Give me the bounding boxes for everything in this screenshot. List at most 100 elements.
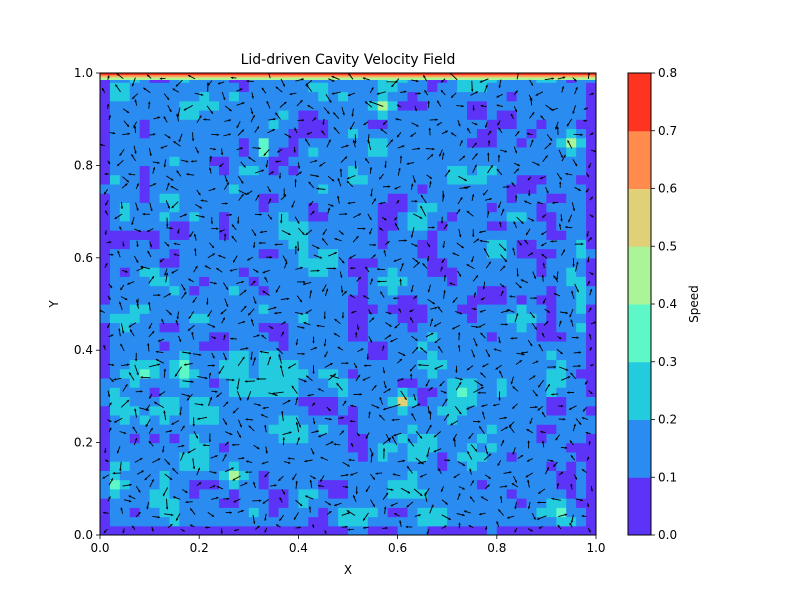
velocity-arrow-head — [453, 475, 457, 478]
velocity-arrow-head — [398, 167, 401, 171]
contour-cell — [308, 498, 319, 508]
contour-cell — [298, 220, 309, 231]
contour-cell — [159, 119, 171, 130]
contour-cell — [447, 350, 458, 361]
velocity-arrow-head — [288, 135, 292, 138]
contour-cell — [338, 183, 349, 194]
contour-cell — [169, 350, 180, 361]
contour-cell — [348, 387, 359, 397]
contour-cell — [476, 239, 488, 250]
velocity-arrow-head — [471, 194, 475, 197]
velocity-arrow-head — [551, 497, 554, 501]
contour-cell — [407, 525, 419, 535]
contour-cell — [427, 350, 438, 361]
contour-cell — [476, 470, 488, 481]
contour-cell — [387, 193, 399, 203]
contour-cell — [129, 498, 141, 508]
velocity-arrow-head — [421, 461, 424, 465]
contour-cell — [397, 267, 409, 277]
contour-cell — [476, 525, 488, 535]
contour-cell — [209, 82, 220, 93]
velocity-arrow-head — [134, 438, 138, 441]
contour-cell — [556, 414, 567, 425]
contour-cell — [129, 137, 141, 148]
x-tick-label: 0.2 — [190, 541, 209, 555]
contour-cell — [268, 350, 280, 361]
velocity-arrow-head — [276, 524, 279, 527]
velocity-arrow-head — [277, 150, 280, 153]
contour-cell — [576, 165, 587, 176]
contour-cell — [357, 128, 369, 139]
contour-cell — [457, 331, 468, 342]
contour-cell — [318, 461, 329, 471]
contour-cell — [516, 470, 528, 481]
contour-cell — [298, 239, 309, 250]
velocity-arrow-head — [580, 498, 583, 502]
velocity-arrow-head — [202, 444, 206, 447]
velocity-arrow-head — [278, 354, 281, 357]
contour-cell — [447, 470, 458, 481]
contour-cell — [417, 156, 428, 166]
contour-cell — [199, 377, 210, 388]
velocity-arrow-head — [514, 150, 517, 154]
contour-cell — [248, 313, 260, 324]
contour-cell — [387, 442, 399, 453]
contour-cell — [357, 257, 369, 268]
contour-cell — [496, 211, 508, 222]
contour-cell — [338, 377, 349, 388]
velocity-arrow-head — [415, 244, 418, 247]
velocity-arrow-head — [535, 405, 538, 409]
contour-cell — [496, 359, 508, 370]
contour-cell — [139, 202, 151, 213]
velocity-arrow-head — [324, 354, 327, 358]
contour-cell — [506, 91, 518, 102]
contour-cell — [238, 82, 250, 93]
contour-cell — [328, 498, 339, 508]
velocity-arrow-head — [330, 363, 333, 366]
contour-cell — [496, 220, 508, 231]
contour-cell — [149, 193, 161, 203]
contour-cell — [159, 128, 171, 139]
contour-cell — [109, 267, 121, 277]
velocity-arrow-head — [437, 306, 441, 309]
contour-cell — [586, 424, 596, 434]
contour-cell — [308, 488, 319, 499]
contour-cell — [338, 267, 349, 277]
contour-cell — [516, 100, 528, 111]
velocity-arrow-head — [453, 437, 456, 441]
velocity-arrow-head — [110, 334, 114, 337]
contour-cell — [357, 91, 369, 102]
velocity-arrow-head — [270, 326, 274, 329]
velocity-arrow-head — [316, 246, 320, 249]
contour-cell — [417, 368, 428, 379]
contour-cell — [199, 146, 210, 157]
velocity-arrow-head — [354, 365, 357, 369]
contour-cell — [288, 174, 299, 185]
velocity-arrow-head — [233, 500, 237, 503]
velocity-arrow-head — [559, 177, 562, 180]
contour-cell — [476, 377, 488, 388]
contour-cell — [189, 285, 200, 296]
contour-cell — [536, 276, 547, 287]
contour-cell — [109, 119, 121, 130]
contour-cell — [139, 433, 151, 444]
velocity-arrow-head — [152, 167, 156, 170]
contour-cell — [338, 488, 349, 499]
velocity-arrow-head — [560, 219, 563, 222]
velocity-arrow-head — [589, 288, 593, 292]
contour-cell — [397, 183, 409, 194]
velocity-arrow-head — [340, 275, 343, 278]
contour-cell — [119, 488, 131, 499]
contour-cell — [109, 414, 121, 425]
contour-cell — [357, 470, 369, 481]
velocity-arrow-head — [273, 118, 276, 121]
velocity-arrow-head — [583, 107, 587, 110]
contour-cell — [546, 516, 557, 527]
contour-cell — [496, 183, 508, 194]
contour-cell — [338, 498, 349, 508]
contour-cell — [328, 239, 339, 250]
velocity-arrow-head — [394, 187, 398, 190]
velocity-arrow-head — [114, 216, 118, 219]
velocity-arrow-head — [504, 485, 508, 488]
velocity-arrow-head — [586, 504, 590, 507]
